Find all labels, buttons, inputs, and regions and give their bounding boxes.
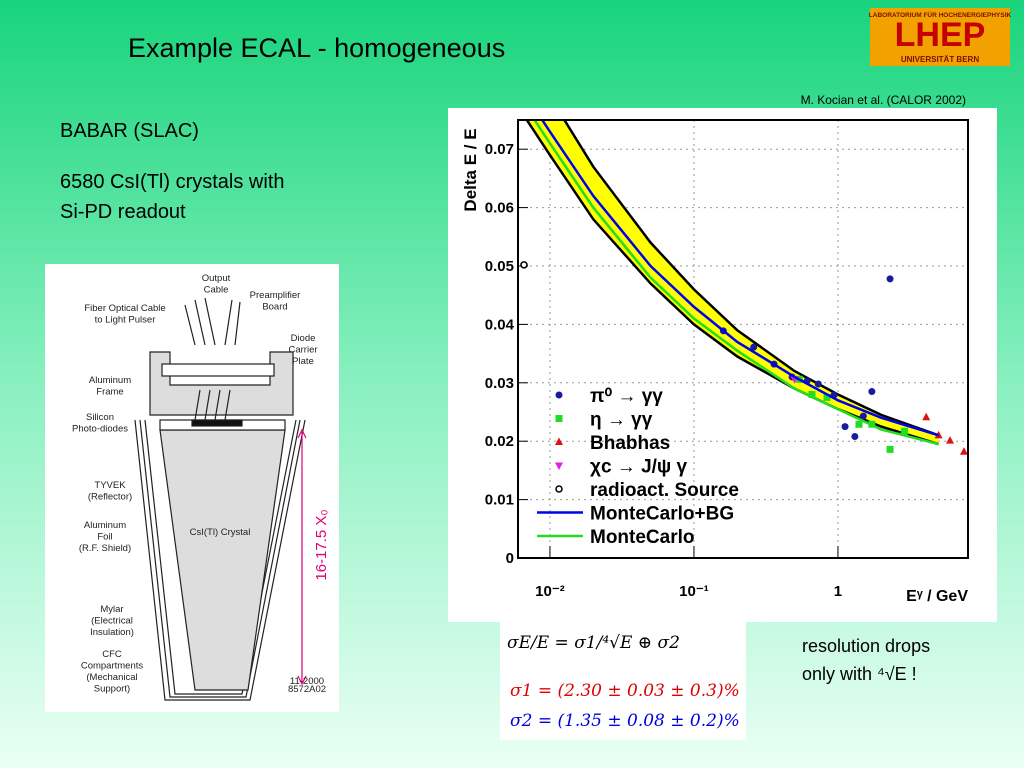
- point: [868, 388, 876, 396]
- length-label: 16-17.5 X₀: [313, 509, 330, 580]
- crystals: Si-PD readout: [60, 201, 186, 223]
- diagram-label: Output: [202, 273, 231, 284]
- y-tick-label: 0.07: [485, 141, 514, 158]
- chart: 0 0.01 0.02 0.03 0.04 0.05 0.06 0.07 10⁻² 10⁻¹ 1 π⁰…: [485, 120, 968, 600]
- y-tick-label: 0.04: [485, 316, 515, 333]
- x-tick-label: 10⁻²: [535, 583, 565, 600]
- logo-bottom: UNIVERSITÄT BERN: [901, 55, 979, 64]
- y-tick-label: 0.02: [485, 433, 514, 450]
- diagram-label: (Electrical: [91, 616, 133, 627]
- point: [750, 343, 758, 351]
- diagram-label: (R.F. Shield): [79, 543, 131, 554]
- note: only with ⁴√E !: [802, 664, 917, 684]
- diagram-label: Fiber Optical Cable: [84, 303, 165, 314]
- slide-title: Example ECAL - homogeneous: [128, 33, 505, 63]
- diagram-label: 8572A02: [288, 684, 326, 695]
- logo: [870, 8, 1010, 66]
- experiment: BABAR (SLAC): [60, 120, 199, 142]
- point: [886, 445, 894, 453]
- legend-label: Bhabhas: [590, 433, 670, 454]
- point: [922, 412, 931, 421]
- point: [901, 427, 909, 435]
- diagram-label: Frame: [96, 387, 123, 398]
- x-tick-label: 1: [834, 583, 842, 600]
- y-tick-label: 0.05: [485, 258, 514, 275]
- point: [946, 436, 955, 444]
- band-edge: [562, 120, 940, 437]
- legend-label: radioact. Source: [590, 480, 739, 501]
- point: [520, 261, 528, 269]
- plot-frame: [517, 119, 969, 559]
- diagram-label: to Light Pulser: [95, 315, 156, 326]
- diagram-label: Photo-diodes: [72, 424, 128, 435]
- formula-panel: [500, 616, 746, 740]
- diagram-label: (Mechanical: [86, 672, 137, 683]
- formula-sigma1: σ1 = (2.30 ± 0.03 ± 0.3)%: [510, 681, 740, 701]
- legend-label: MonteCarlo: [590, 527, 695, 548]
- line-series: [533, 120, 939, 446]
- diagram-label: Board: [262, 302, 287, 313]
- y-tick-label: 0: [506, 550, 514, 567]
- x-tick-label: 10⁻¹: [679, 583, 709, 600]
- legend-label: η → γγ: [590, 410, 653, 431]
- legend-swatch: [555, 437, 563, 445]
- note: resolution drops: [802, 636, 930, 656]
- legend-label: π⁰ → γγ: [590, 386, 663, 407]
- logo-top: LABORATORIUM FÜR HOCHENERGIEPHYSIK: [869, 10, 1012, 19]
- y-tick-label: 0.06: [485, 200, 514, 217]
- diagram-label: Diode: [291, 333, 316, 344]
- logo-name: LHEP: [895, 16, 986, 54]
- diagram-label: Aluminum: [89, 375, 131, 386]
- diagram-label: 11-2000: [290, 676, 324, 687]
- legend-label: MonteCarlo+BG: [590, 504, 734, 525]
- diagram: [134, 297, 307, 701]
- diagram-label: Aluminum: [84, 520, 126, 531]
- point: [959, 447, 968, 455]
- diagram-label: Plate: [292, 356, 314, 367]
- diagram-label: Preamplifier: [250, 290, 301, 301]
- diagram-label: CsI(Tl) Crystal: [190, 527, 251, 538]
- y-tick-label: 0.03: [485, 375, 514, 392]
- diagram-label: Insulation): [90, 627, 134, 638]
- legend-swatch: [555, 415, 563, 422]
- citation: M. Kocian et al. (CALOR 2002): [801, 93, 966, 107]
- diagram-label: Cable: [204, 285, 229, 296]
- band-edge: [525, 120, 939, 446]
- crystals: 6580 CsI(Tl) crystals with: [60, 171, 285, 193]
- point: [886, 275, 894, 283]
- diagram-label: CFC: [102, 649, 122, 660]
- x-axis-label: Eᵞ / GeV: [906, 588, 968, 605]
- point: [851, 433, 859, 441]
- point: [814, 380, 822, 388]
- band: [526, 120, 939, 445]
- diagram-label: Compartments: [81, 661, 144, 672]
- chart-panel: [448, 108, 997, 622]
- legend-swatch: [555, 391, 563, 399]
- y-axis-label: Delta E / E: [461, 128, 480, 211]
- point: [855, 420, 863, 428]
- diagram-label: TYVEK: [94, 480, 126, 491]
- diagram-label: Silicon: [86, 412, 114, 423]
- formula-sigma2: σ2 = (1.35 ± 0.08 ± 0.2)%: [510, 711, 740, 731]
- point: [841, 423, 849, 431]
- legend-swatch: [555, 462, 563, 470]
- plot-area: [520, 120, 968, 455]
- diagram-label: Mylar: [100, 604, 123, 615]
- y-tick-label: 0.01: [485, 492, 514, 509]
- formula-main: σE/E = σ1/⁴√E ⊕ σ2: [507, 633, 680, 653]
- point: [823, 393, 831, 401]
- point: [808, 390, 816, 398]
- diagram-label: (Reflector): [88, 492, 132, 503]
- diagram-label: Support): [94, 684, 130, 695]
- legend-label: χc → J/ψ γ: [590, 457, 688, 478]
- point: [859, 412, 867, 420]
- diagram-label: Carrier: [288, 345, 317, 356]
- diagram-label: Foil: [97, 532, 112, 543]
- legend-swatch: [555, 485, 563, 493]
- line-series: [540, 120, 939, 437]
